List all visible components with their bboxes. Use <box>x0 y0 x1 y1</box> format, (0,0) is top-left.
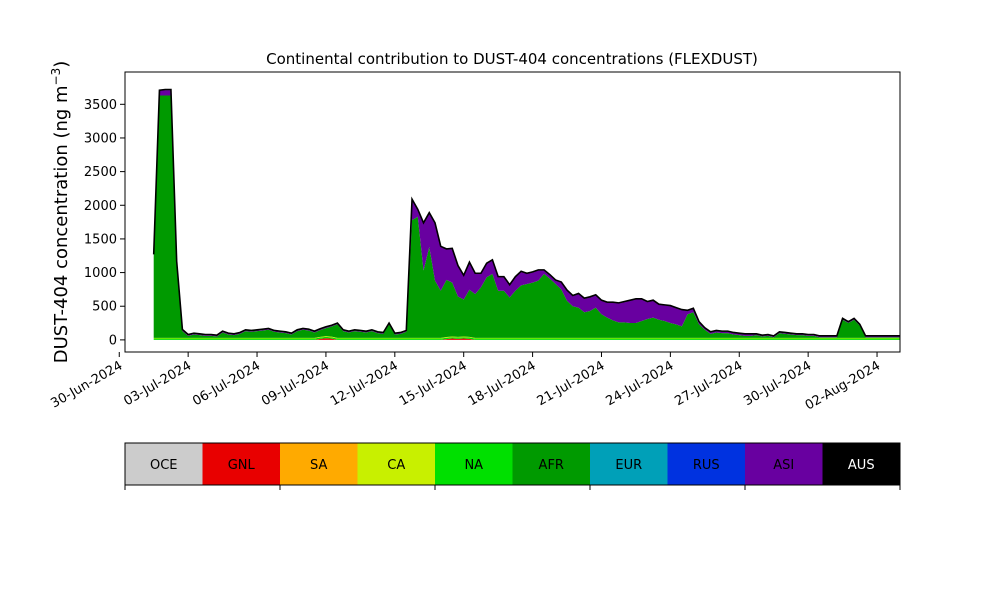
legend-swatch-asi <box>745 443 823 485</box>
total-outline <box>152 88 900 337</box>
x-tick-label: 06-Jul-2024 <box>190 358 263 409</box>
legend-swatch-oce <box>125 443 203 485</box>
legend-swatch-rus <box>667 443 745 485</box>
legend-label-sa: SA <box>310 458 327 473</box>
x-tick-label: 03-Jul-2024 <box>121 358 194 409</box>
legend-swatch-na <box>435 443 513 485</box>
x-tick-label: 21-Jul-2024 <box>535 358 608 409</box>
legend-swatch-gnl <box>202 443 280 485</box>
y-axis-label-main: DUST-404 concentration (ng m <box>51 85 72 363</box>
legend-swatch-eur <box>590 443 668 485</box>
legend-label-rus: RUS <box>693 458 720 473</box>
x-tick-label: 27-Jul-2024 <box>672 358 745 409</box>
y-tick-label: 1000 <box>84 266 117 281</box>
legend-swatch-ca <box>357 443 435 485</box>
legend-label-eur: EUR <box>615 458 642 473</box>
chart-title: Continental contribution to DUST-404 con… <box>266 50 758 68</box>
y-tick-label: 2000 <box>84 199 117 214</box>
plot-frame <box>124 71 901 353</box>
y-tick-label: 3500 <box>84 98 117 113</box>
plot-area: 050010001500200025003000350030-Jun-20240… <box>48 71 901 414</box>
x-tick-label: 02-Aug-2024 <box>803 358 883 413</box>
x-tick-label: 24-Jul-2024 <box>604 358 677 409</box>
y-tick-label: 0 <box>109 333 117 348</box>
legend-label-oce: OCE <box>150 458 178 473</box>
y-axis-label-close: ) <box>51 61 72 68</box>
legend-swatch-sa <box>280 443 358 485</box>
x-tick-label: 15-Jul-2024 <box>397 358 470 409</box>
y-axis-label: DUST-404 concentration (ng m−3) <box>49 61 72 364</box>
legend-label-afr: AFR <box>539 458 564 473</box>
y-axis-label-superscript: −3 <box>49 68 63 86</box>
stacked-areas <box>152 88 900 340</box>
x-tick-label: 30-Jun-2024 <box>48 358 125 411</box>
legend-label-ca: CA <box>387 458 405 473</box>
legend-colorbar: OCE GNL SA CA NA AFR EUR RUS ASI AUS <box>124 442 901 490</box>
legend-label-na: NA <box>464 458 483 473</box>
legend-label-gnl: GNL <box>228 458 256 473</box>
x-tick-label: 18-Jul-2024 <box>466 358 539 409</box>
y-tick-label: 500 <box>92 300 117 315</box>
area-series-ca <box>153 336 900 339</box>
y-tick-label: 3000 <box>84 131 117 146</box>
area-series-na <box>153 336 900 340</box>
legend-frame <box>124 442 901 486</box>
legend-swatch-aus <box>822 443 900 485</box>
legend-label-asi: ASI <box>773 458 794 473</box>
y-tick-label: 1500 <box>84 232 117 247</box>
y-tick-label: 2500 <box>84 165 117 180</box>
x-tick-label: 09-Jul-2024 <box>259 358 332 409</box>
legend-label-aus: AUS <box>848 458 875 473</box>
legend-swatch-afr <box>512 443 590 485</box>
x-tick-label: 12-Jul-2024 <box>328 358 401 409</box>
area-series-afr <box>153 95 900 338</box>
